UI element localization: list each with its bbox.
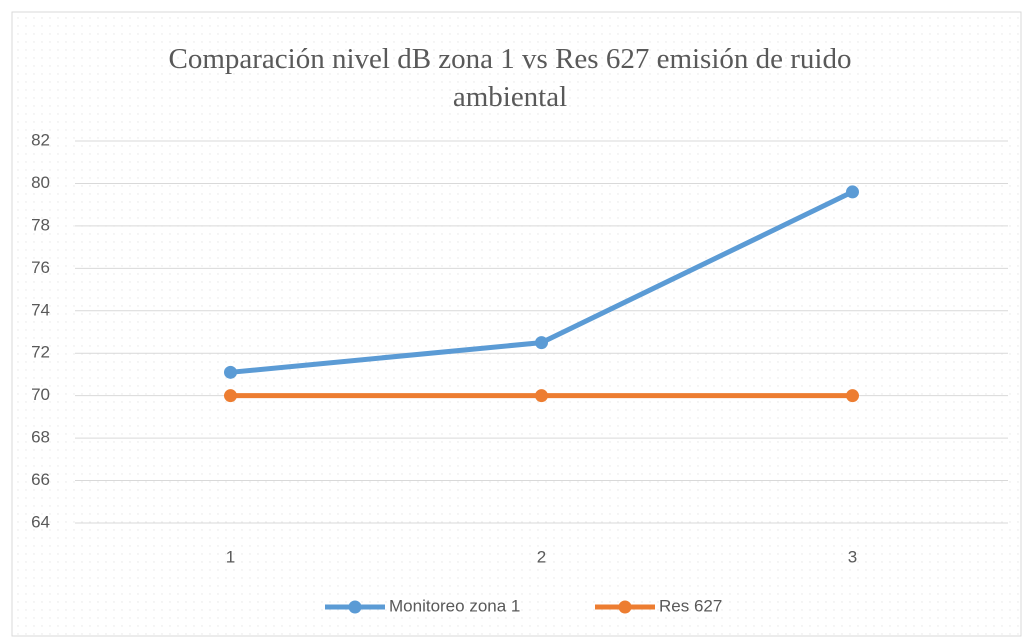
data-point bbox=[535, 336, 548, 350]
y-tick-label: 74 bbox=[31, 300, 50, 319]
y-tick-label: 78 bbox=[31, 215, 50, 234]
legend-label: Res 627 bbox=[659, 596, 722, 615]
y-tick-label: 64 bbox=[31, 512, 50, 531]
legend-label: Monitoreo zona 1 bbox=[389, 596, 520, 615]
legend-marker bbox=[348, 600, 362, 614]
y-tick-label: 66 bbox=[31, 470, 50, 489]
data-point bbox=[224, 365, 237, 379]
y-tick-label: 72 bbox=[31, 343, 50, 362]
legend-marker bbox=[618, 600, 632, 614]
y-tick-label: 70 bbox=[31, 385, 50, 404]
chart-title: Comparación nivel dB zona 1 vs Res 627 e… bbox=[168, 43, 852, 113]
data-point bbox=[846, 185, 859, 199]
x-tick-label: 1 bbox=[226, 547, 235, 566]
data-point bbox=[224, 389, 237, 403]
y-tick-label: 76 bbox=[31, 258, 50, 277]
data-point bbox=[535, 389, 548, 403]
x-tick-label: 3 bbox=[848, 547, 857, 566]
y-tick-label: 68 bbox=[31, 428, 50, 447]
y-tick-label: 80 bbox=[31, 173, 50, 192]
x-tick-label: 2 bbox=[537, 547, 546, 566]
chart-border bbox=[11, 11, 1022, 637]
y-tick-label: 82 bbox=[31, 130, 50, 149]
data-point bbox=[846, 389, 859, 403]
